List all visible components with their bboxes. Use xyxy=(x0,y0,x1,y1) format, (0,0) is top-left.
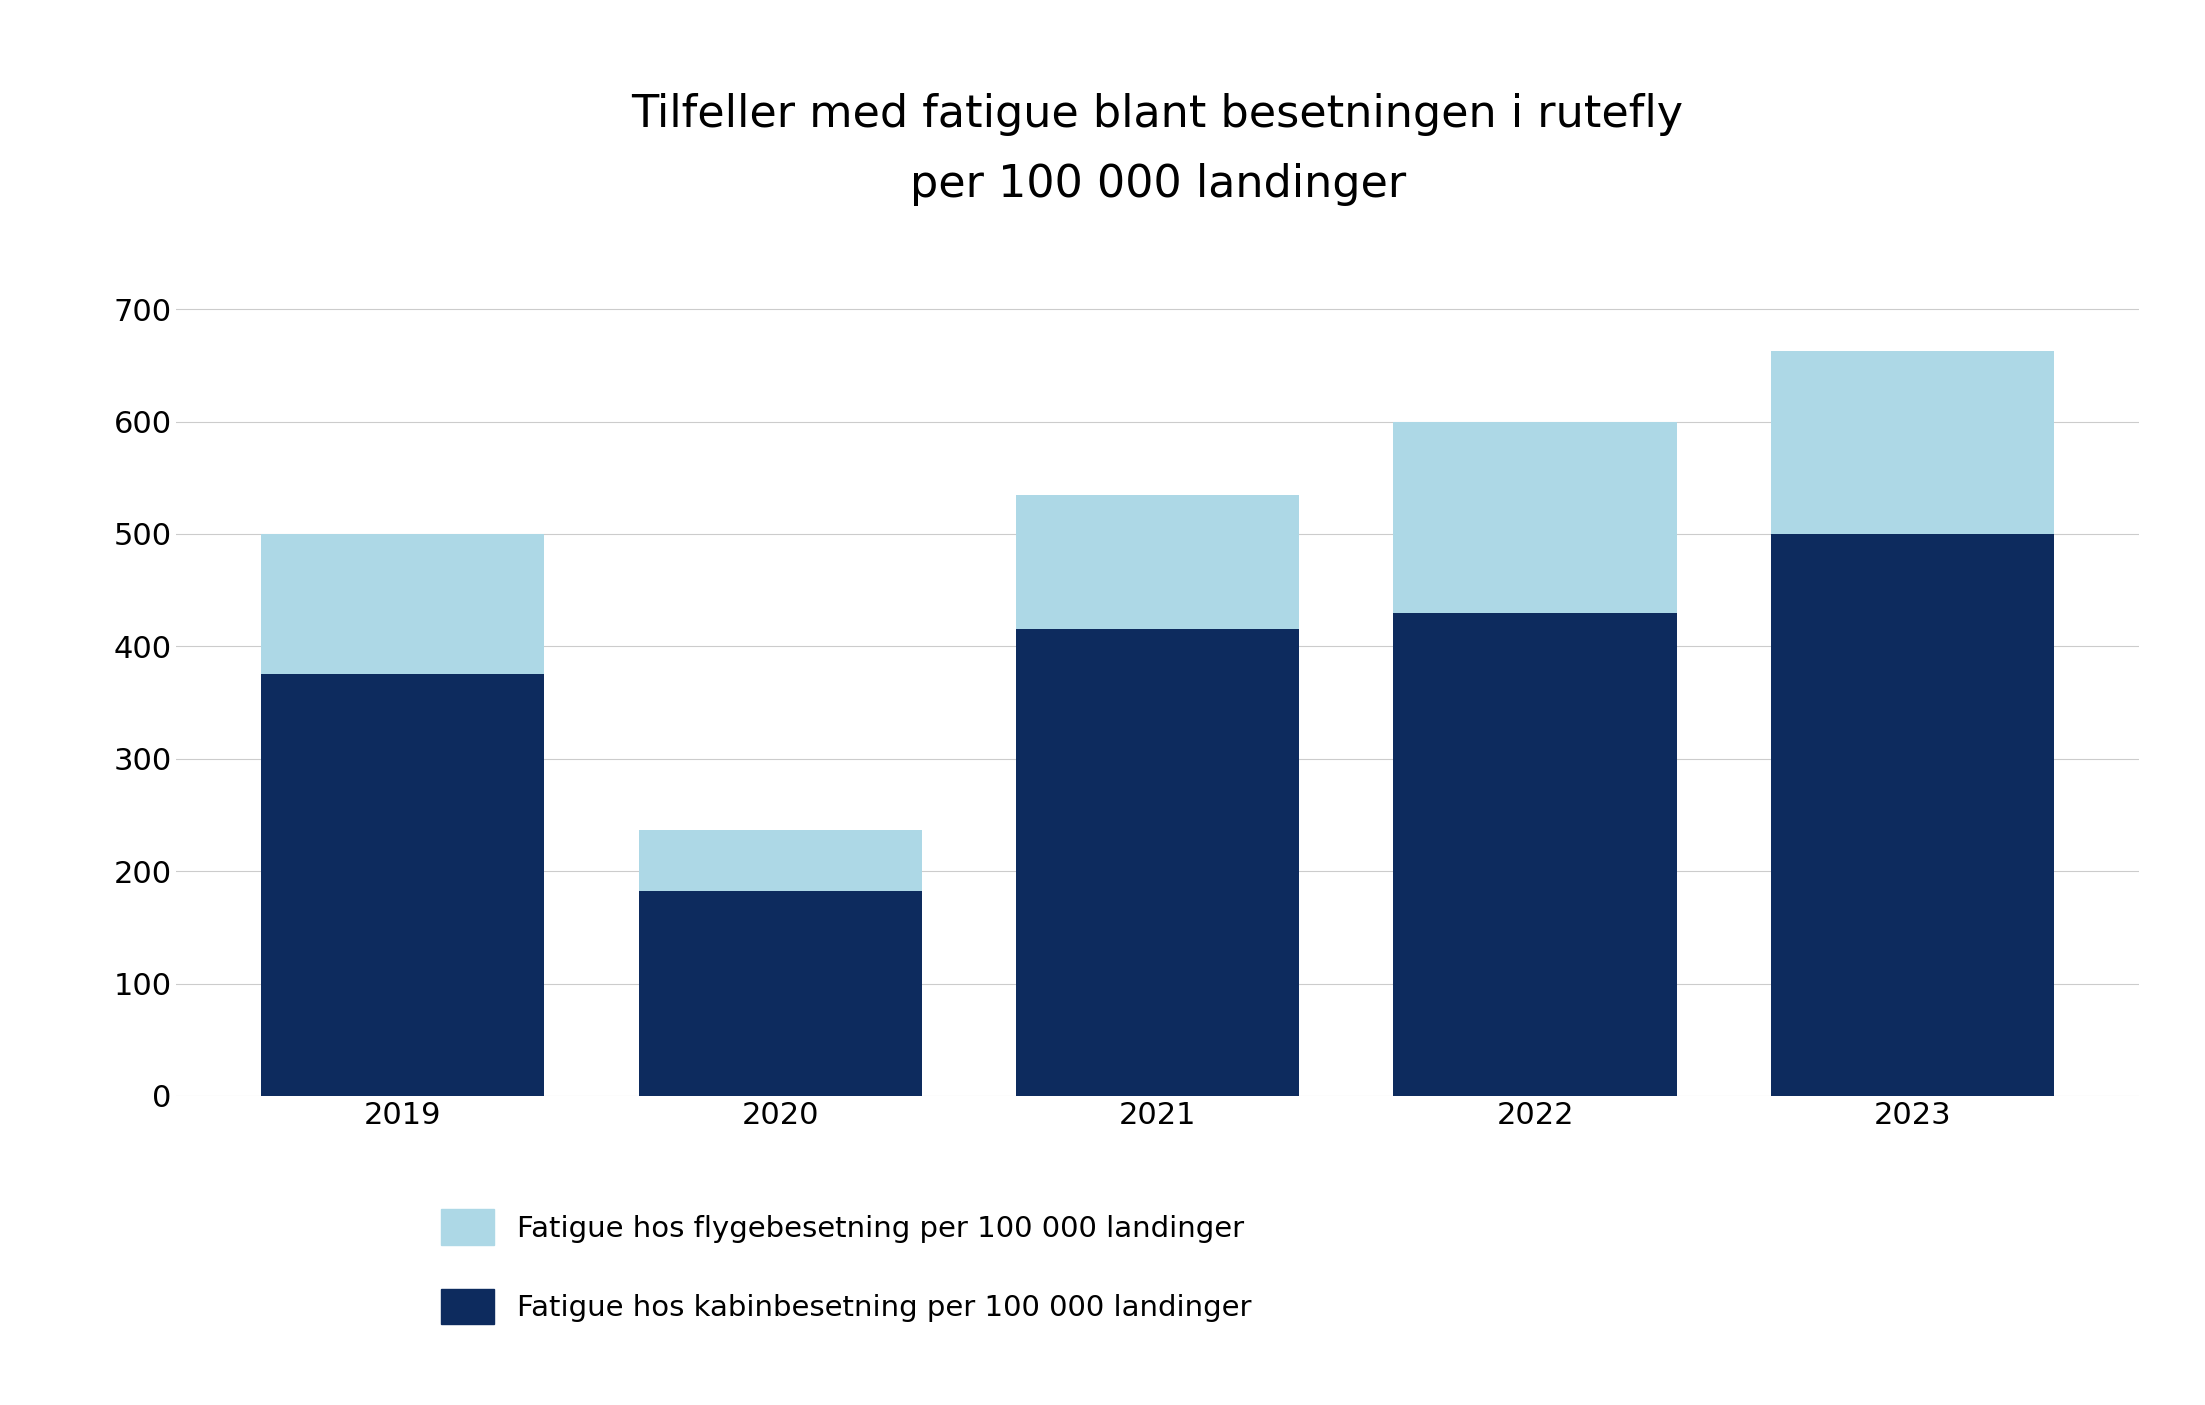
Bar xyxy=(1771,534,2053,1096)
Bar xyxy=(262,534,545,674)
Bar xyxy=(1394,422,1676,613)
Bar xyxy=(639,891,922,1096)
Title: Tilfeller med fatigue blant besetningen i rutefly
per 100 000 landinger: Tilfeller med fatigue blant besetningen … xyxy=(631,93,1685,207)
Bar xyxy=(1394,613,1676,1096)
Legend: Fatigue hos flygebesetning per 100 000 landinger, Fatigue hos kabinbesetning per: Fatigue hos flygebesetning per 100 000 l… xyxy=(426,1194,1266,1339)
Bar xyxy=(262,674,545,1096)
Bar xyxy=(1017,629,1299,1096)
Bar xyxy=(639,829,922,891)
Bar xyxy=(1771,351,2053,534)
Bar xyxy=(1017,495,1299,629)
